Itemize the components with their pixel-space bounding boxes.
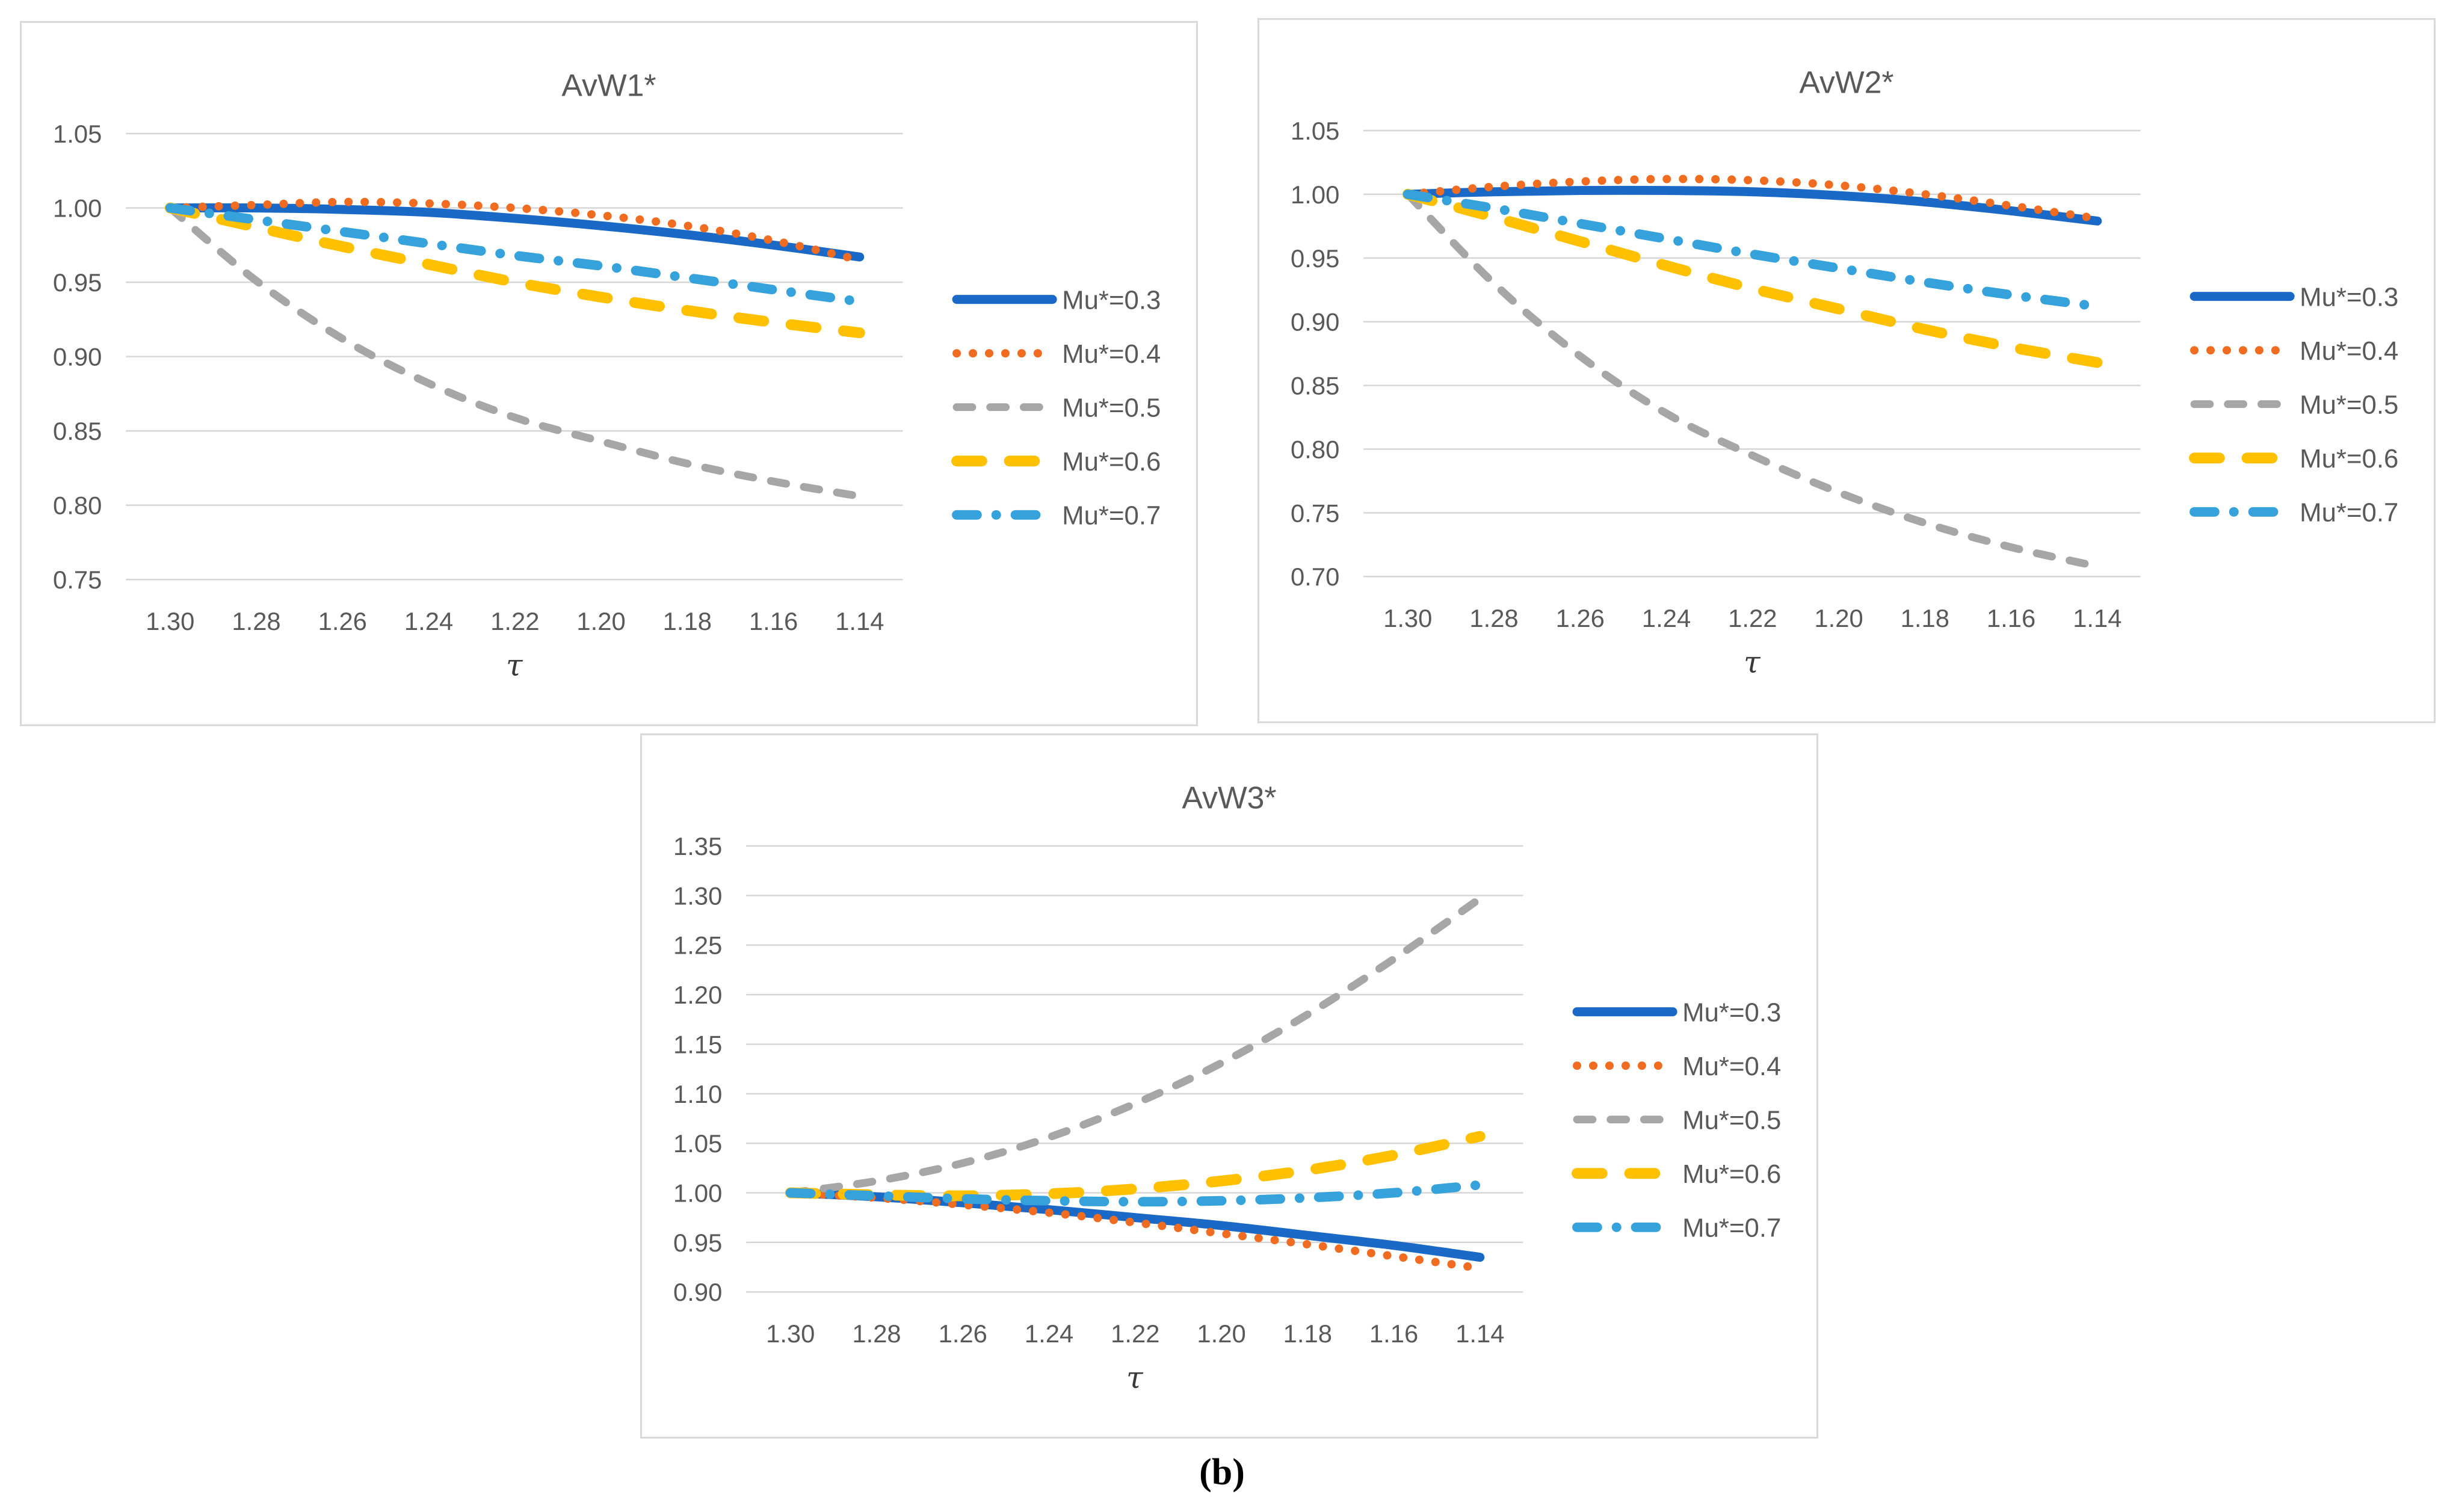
y-tick-label: 1.05 — [673, 1129, 722, 1158]
avw3-line-chart: AvW3* τ 1.35 1.30 1.25 1.20 1.15 1.10 1.05 1.00… — [673, 780, 1781, 1395]
legend-label: Mu*=0.4 — [1062, 339, 1161, 369]
x-tick-label: 1.22 — [1728, 604, 1777, 632]
x-tick-label: 1.24 — [404, 607, 453, 635]
avw2-line-chart: AvW2* τ 1.05 1.00 0.95 0.90 0.85 0.80 0.75 0.70… — [1291, 64, 2398, 679]
series-line-mu-0.5 — [166, 204, 864, 501]
series-line-mu-0.4 — [786, 1188, 1484, 1273]
legend-label: Mu*=0.6 — [1062, 447, 1161, 477]
series-line-mu-0.5 — [786, 894, 1484, 1197]
x-tick-label: 1.22 — [1111, 1319, 1159, 1348]
x-tick-label: 1.30 — [766, 1319, 815, 1348]
legend-label: Mu*=0.4 — [1682, 1052, 1781, 1081]
legend-label: Mu*=0.6 — [1682, 1159, 1781, 1189]
chart-title: AvW3* — [1182, 780, 1276, 815]
y-tick-label: 0.85 — [1291, 371, 1339, 400]
x-tick-label: 1.18 — [1901, 604, 1949, 632]
avw1-line-chart: AvW1* τ 1.05 1.00 0.95 0.90 0.85 0.80 0.75 1.30… — [53, 67, 1161, 682]
series-line-mu-0.6 — [785, 1131, 1486, 1202]
x-tick-label: 1.30 — [146, 607, 194, 635]
x-tick-label: 1.16 — [1987, 604, 2035, 632]
legend-label: Mu*=0.7 — [1682, 1214, 1781, 1243]
chart-panel-avw1: AvW1* τ 1.05 1.00 0.95 0.90 0.85 0.80 0.75 1.30… — [20, 21, 1198, 726]
y-tick-label: 0.90 — [53, 343, 102, 371]
y-tick-label: 1.00 — [673, 1179, 722, 1207]
x-tick-label: 1.28 — [852, 1319, 901, 1348]
series-line-mu-0.6 — [1402, 188, 2103, 368]
chart-title: AvW2* — [1799, 64, 1893, 99]
x-tick-label: 1.26 — [318, 607, 367, 635]
x-axis-title: τ — [1744, 644, 1761, 679]
legend-label: Mu*=0.5 — [1062, 393, 1161, 423]
y-tick-label: 1.30 — [673, 881, 722, 910]
x-tick-label: 1.30 — [1383, 604, 1432, 632]
chart-panel-avw2: AvW2* τ 1.05 1.00 0.95 0.90 0.85 0.80 0.75 0.70… — [1257, 18, 2436, 723]
legend-label: Mu*=0.7 — [1062, 501, 1161, 531]
y-tick-label: 0.90 — [673, 1278, 722, 1306]
x-tick-label: 1.20 — [1814, 604, 1863, 632]
series-line-mu-0.3 — [786, 1188, 1485, 1262]
series-line-mu-0.5 — [1404, 190, 2102, 570]
y-tick-label: 0.90 — [1291, 308, 1339, 336]
legend-label: Mu*=0.3 — [2300, 283, 2398, 312]
x-tick-label: 1.28 — [1469, 604, 1518, 632]
x-axis-title: τ — [506, 647, 523, 682]
y-tick-label: 1.05 — [1291, 117, 1339, 145]
x-tick-label: 1.26 — [1556, 604, 1605, 632]
x-tick-label: 1.18 — [1283, 1319, 1332, 1348]
y-tick-label: 1.00 — [1291, 181, 1339, 209]
x-tick-label: 1.26 — [939, 1319, 987, 1348]
series-line-mu-0.7 — [165, 203, 865, 307]
figure-sublabel: (b) — [1199, 1452, 1245, 1493]
y-tick-label: 1.20 — [673, 981, 722, 1009]
x-tick-label: 1.24 — [1025, 1319, 1073, 1348]
y-tick-label: 1.25 — [673, 931, 722, 960]
y-tick-label: 1.00 — [53, 194, 102, 223]
x-tick-label: 1.18 — [663, 607, 712, 635]
x-tick-label: 1.28 — [232, 607, 280, 635]
series-line-mu-0.7 — [1403, 189, 2102, 312]
x-tick-label: 1.24 — [1642, 604, 1691, 632]
y-tick-label: 0.80 — [53, 492, 102, 520]
legend-label: Mu*=0.3 — [1062, 286, 1161, 315]
legend-label: Mu*=0.4 — [2300, 336, 2398, 366]
y-tick-label: 0.75 — [1291, 499, 1339, 527]
x-axis-title: τ — [1126, 1360, 1144, 1395]
x-tick-label: 1.20 — [576, 607, 625, 635]
chart-title: AvW1* — [561, 67, 656, 102]
series-line-mu-0.4 — [1403, 174, 2102, 223]
series-line-mu-0.3 — [1403, 185, 2102, 226]
legend-label: Mu*=0.5 — [2300, 390, 2398, 420]
x-tick-label: 1.14 — [2073, 604, 2122, 632]
legend-label: Mu*=0.6 — [2300, 444, 2398, 474]
series-line-mu-0.6 — [164, 202, 865, 339]
x-tick-label: 1.22 — [490, 607, 539, 635]
legend-label: Mu*=0.5 — [1682, 1106, 1781, 1135]
x-tick-label: 1.16 — [1369, 1319, 1418, 1348]
series-line-mu-0.4 — [165, 197, 864, 265]
x-tick-label: 1.14 — [1455, 1319, 1504, 1348]
y-tick-label: 0.75 — [53, 566, 102, 594]
x-tick-label: 1.14 — [835, 607, 884, 635]
y-tick-label: 0.95 — [673, 1229, 722, 1257]
x-tick-label: 1.20 — [1197, 1319, 1245, 1348]
y-tick-label: 0.80 — [1291, 435, 1339, 463]
y-tick-label: 0.70 — [1291, 563, 1339, 591]
y-tick-label: 1.10 — [673, 1080, 722, 1108]
y-tick-label: 0.85 — [53, 417, 102, 445]
y-tick-label: 1.35 — [673, 832, 722, 860]
y-tick-label: 0.95 — [1291, 244, 1339, 273]
series-line-mu-0.3 — [165, 203, 865, 262]
legend-label: Mu*=0.3 — [1682, 998, 1781, 1028]
chart-panel-avw3: AvW3* τ 1.35 1.30 1.25 1.20 1.15 1.10 1.05 1.00… — [640, 733, 1818, 1439]
y-tick-label: 1.05 — [53, 120, 102, 148]
y-tick-label: 1.15 — [673, 1030, 722, 1058]
y-tick-label: 0.95 — [53, 268, 102, 297]
legend-label: Mu*=0.7 — [2300, 498, 2398, 528]
x-tick-label: 1.16 — [749, 607, 798, 635]
